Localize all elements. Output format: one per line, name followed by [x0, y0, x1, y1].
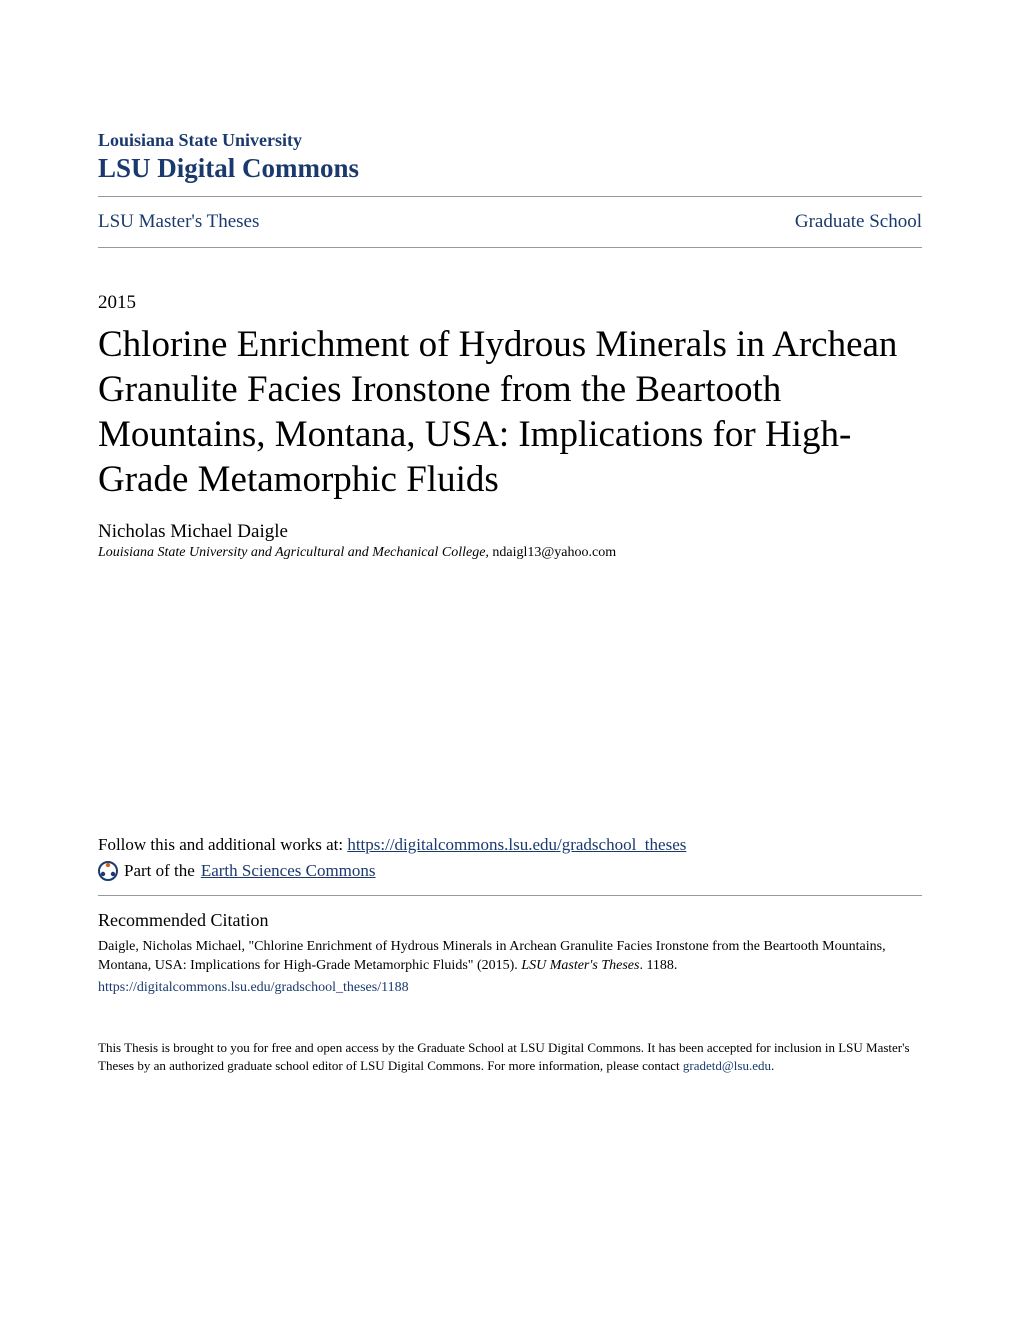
- citation-part1: Daigle, Nicholas Michael, "Chlorine Enri…: [98, 939, 886, 974]
- footer-text: This Thesis is brought to you for free a…: [98, 1039, 922, 1075]
- author-name: Nicholas Michael Daigle: [98, 521, 922, 543]
- university-name[interactable]: Louisiana State University: [98, 130, 922, 151]
- follow-section: Follow this and additional works at: htt…: [98, 835, 922, 881]
- follow-line: Follow this and additional works at: htt…: [98, 835, 922, 855]
- citation-link[interactable]: https://digitalcommons.lsu.edu/gradschoo…: [98, 978, 922, 998]
- header-block: Louisiana State University LSU Digital C…: [98, 130, 922, 184]
- citation-text: Daigle, Nicholas Michael, "Chlorine Enri…: [98, 937, 922, 998]
- footer-part1: This Thesis is brought to you for free a…: [98, 1040, 910, 1073]
- part-of-line: Part of the Earth Sciences Commons: [98, 861, 922, 881]
- footer-part2: .: [771, 1058, 774, 1073]
- divider-nav: [98, 247, 922, 248]
- follow-url-link[interactable]: https://digitalcommons.lsu.edu/gradschoo…: [347, 835, 686, 854]
- footer-email-link[interactable]: gradetd@lsu.edu: [683, 1058, 771, 1073]
- publication-year: 2015: [98, 292, 922, 314]
- divider-citation: [98, 895, 922, 896]
- author-email: ndaigl13@yahoo.com: [492, 545, 616, 560]
- nav-school-link[interactable]: Graduate School: [795, 211, 922, 233]
- follow-prefix: Follow this and additional works at:: [98, 835, 347, 854]
- citation-series: LSU Master's Theses: [521, 958, 639, 973]
- repository-name[interactable]: LSU Digital Commons: [98, 153, 922, 184]
- part-of-prefix: Part of the: [124, 861, 195, 881]
- citation-heading: Recommended Citation: [98, 910, 922, 931]
- nav-collection-link[interactable]: LSU Master's Theses: [98, 211, 259, 233]
- author-affiliation: Louisiana State University and Agricultu…: [98, 545, 922, 561]
- commons-link[interactable]: Earth Sciences Commons: [201, 861, 376, 881]
- document-title: Chlorine Enrichment of Hydrous Minerals …: [98, 322, 922, 503]
- nav-row: LSU Master's Theses Graduate School: [98, 197, 922, 247]
- affiliation-text: Louisiana State University and Agricultu…: [98, 545, 485, 560]
- network-icon: [98, 861, 118, 881]
- citation-part2: . 1188.: [639, 958, 677, 973]
